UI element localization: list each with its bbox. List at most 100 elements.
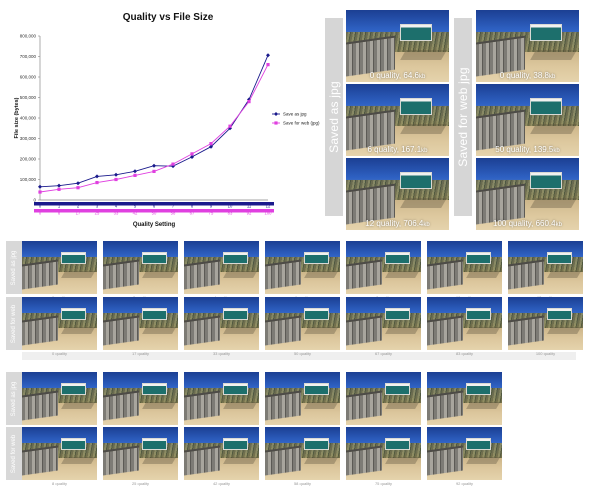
comparison-caption: 50 quality, 139.5kb <box>476 145 579 154</box>
thumbnail-photo <box>265 372 340 425</box>
photo-fence <box>22 315 58 347</box>
photo-shadow <box>529 124 577 135</box>
x-tick-label-jpg: 2 <box>77 204 80 209</box>
thumbnail-photo <box>427 297 502 350</box>
photo-fence <box>22 390 58 422</box>
photo-fence <box>427 259 463 291</box>
photo-fence <box>346 109 396 150</box>
thumbnail-photo <box>103 427 178 480</box>
photo-hut <box>61 307 86 321</box>
legend-marker-1 <box>274 112 278 116</box>
x-tick-label-jpg: 11 <box>247 204 252 209</box>
row-label-text: Saved as jpg <box>11 381 17 416</box>
thumbnail-caption: 42 quality <box>212 481 231 486</box>
data-point-2 <box>57 187 61 191</box>
photo-fence <box>22 445 58 477</box>
x-tick-label-jpg: 4 <box>115 204 118 209</box>
photo-fence <box>184 445 220 477</box>
x-tick-label-jpg: 0 <box>39 204 42 209</box>
data-point-2 <box>247 100 251 104</box>
row-label: Saved for web <box>6 427 22 480</box>
photo-fence <box>103 315 139 347</box>
data-point-1 <box>76 181 80 186</box>
photo-fence <box>346 183 396 224</box>
y-tick-label: 200,000 <box>20 157 37 162</box>
photo-hut <box>399 98 433 115</box>
caption-value: 0 quality, 38.8 <box>499 71 549 80</box>
saved-for-web-label-text: Saved for web jpg <box>456 67 470 167</box>
thumbnail-photo <box>265 427 340 480</box>
photo-fence <box>265 315 301 347</box>
thumbnail-photo <box>427 427 502 480</box>
thumbnail-photo <box>103 372 178 425</box>
x-tick-label-jpg: 3 <box>96 204 99 209</box>
photo-shadow <box>466 326 501 335</box>
photo-fence <box>508 315 544 347</box>
chart-svg: Quality vs File Size 800,000 700,000 600,00… <box>14 12 320 228</box>
x-tick-label-web: 75 <box>209 211 214 216</box>
caption-unit: kb <box>421 148 428 154</box>
comparison-photo-right-3: 100 quality, 660.4kb <box>476 158 579 230</box>
x-tick-label-web: 58 <box>171 211 176 216</box>
data-point-2 <box>114 177 118 182</box>
photo-hut <box>142 437 167 451</box>
x-tick-label-web: 50 <box>152 211 157 216</box>
photo-shadow <box>304 401 339 410</box>
photo-shadow <box>399 198 447 209</box>
photo-fence <box>184 259 220 291</box>
photo-fence <box>427 315 463 347</box>
photo-shadow <box>142 456 177 465</box>
comparison-photo-left-3: 12 quality, 706.4kb <box>346 158 449 230</box>
photo-fence <box>346 390 382 422</box>
y-tick-label: 800,000 <box>20 34 37 39</box>
photo-hut <box>223 437 248 451</box>
x-tick-label-jpg: 6 <box>153 204 156 209</box>
row-label-text: Saved as jpg <box>11 250 17 285</box>
photo-shadow <box>385 456 420 465</box>
thumbnail-caption: 58 quality <box>293 481 312 486</box>
x-tick-label-web: 25 <box>95 211 100 216</box>
data-point-2 <box>266 63 270 67</box>
photo-hut <box>466 382 491 396</box>
thumbnail-photo <box>22 297 97 350</box>
thumbnail-photo <box>508 241 583 294</box>
photo-fence <box>427 445 463 477</box>
thumbnail-photo <box>265 241 340 294</box>
photo-hut <box>385 437 410 451</box>
photo-hut <box>547 251 572 265</box>
row-label-text: Saved for web <box>11 304 17 343</box>
thumbnail-caption: 8 quality <box>52 481 67 486</box>
photo-shadow <box>61 401 96 410</box>
photo-hut <box>61 437 86 451</box>
data-point-2 <box>76 186 80 190</box>
photo-shadow <box>529 198 577 209</box>
y-tick-label: 100,000 <box>20 177 37 182</box>
photo-shadow <box>547 326 582 335</box>
photo-shadow <box>547 270 582 279</box>
comparison-caption: 12 quality, 706.4kb <box>346 219 449 228</box>
caption-value: 12 quality, 706.4 <box>365 219 424 228</box>
caption-unit: kb <box>418 74 426 80</box>
caption-value: 100 quality, 660.4 <box>493 219 556 228</box>
photo-fence <box>476 35 526 76</box>
comparison-photo-right-2: 50 quality, 139.5kb <box>476 84 579 156</box>
data-point-2 <box>38 190 42 194</box>
comparison-caption: 100 quality, 660.4kb <box>476 219 579 228</box>
photo-fence <box>103 445 139 477</box>
thumbnail-photo <box>427 241 502 294</box>
x-row-web-bar <box>34 209 274 213</box>
comparison-photo-left-2: 6 quality, 167.1kb <box>346 84 449 156</box>
photo-fence <box>346 445 382 477</box>
x-tick-label-web: 100 <box>265 211 273 216</box>
photo-hut <box>547 307 572 321</box>
x-tick-label-jpg: 1 <box>58 204 61 209</box>
x-tick-label-jpg: 7 <box>172 204 175 209</box>
data-point-1 <box>209 144 213 149</box>
photo-hut <box>304 307 329 321</box>
photo-hut <box>466 251 491 265</box>
legend-label-1: Save as jpg <box>283 112 307 117</box>
photo-fence <box>103 259 139 291</box>
data-point-2 <box>133 173 137 177</box>
photo-shadow <box>466 270 501 279</box>
photo-hut <box>399 24 433 41</box>
